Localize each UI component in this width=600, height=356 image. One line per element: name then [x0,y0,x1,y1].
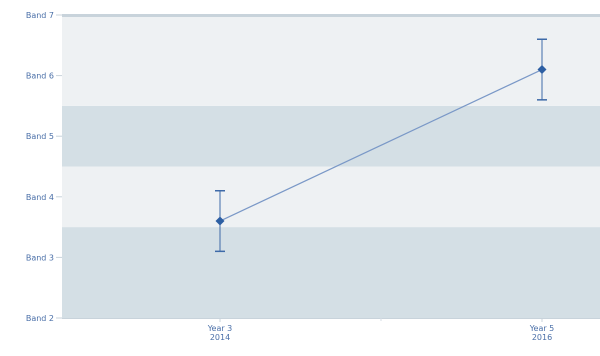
y-tick-label: Band 4 [26,193,54,202]
y-tick-label: Band 2 [26,314,54,323]
y-tick-label: Band 6 [26,72,54,81]
data-point [215,216,225,226]
y-tick-label: Band 5 [26,132,54,141]
y-tick-label: Band 3 [26,253,54,262]
x-tick-label: Year 3 [207,324,233,333]
series-layer [215,38,547,253]
band-3 [62,15,600,106]
y-tick-label: Band 7 [26,11,54,20]
data-point [537,65,547,75]
x-tick-sublabel: 2014 [210,333,230,342]
band-0 [62,227,600,318]
band-2 [62,105,600,167]
x-tick-sublabel: 2016 [532,333,552,342]
y-axis: Band 2 Band 3 Band 4 Band 5 Band 6 Band 7 [26,11,62,323]
band-layer [62,14,600,319]
series-line [219,68,543,222]
x-tick-label: Year 5 [529,324,555,333]
band-1 [62,166,600,228]
